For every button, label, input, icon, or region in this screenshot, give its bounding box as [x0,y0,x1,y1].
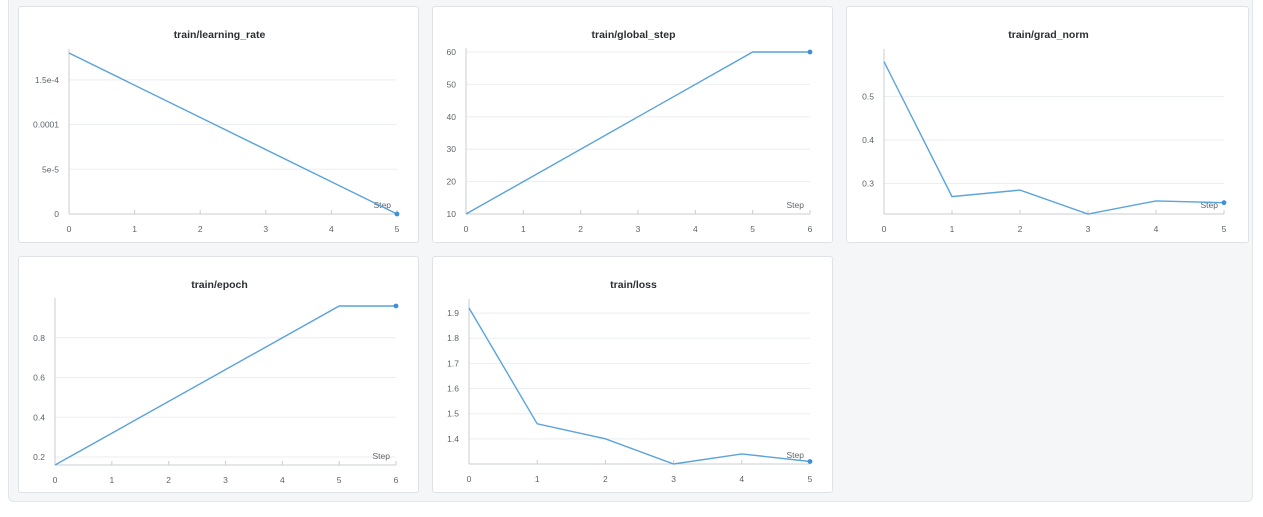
last-point-marker [807,49,813,55]
x-tick-label: 4 [329,224,334,234]
y-tick-label: 40 [447,112,457,122]
x-tick-label: 1 [950,224,955,234]
x-tick-label: 3 [671,474,676,484]
x-tick-label: 6 [808,224,813,234]
y-tick-label: 0.4 [862,135,874,145]
y-tick-label: 50 [447,79,457,89]
y-tick-label: 0.5 [862,92,874,102]
last-point-marker [1221,200,1227,206]
x-tick-label: 0 [67,224,72,234]
y-tick-label: 0.8 [33,333,45,343]
chart-title: train/learning_rate [174,29,266,41]
x-tick-label: 0 [882,224,887,234]
last-point-marker [393,303,399,309]
x-tick-label: 2 [198,224,203,234]
x-tick-label: 2 [603,474,608,484]
x-tick-label: 2 [166,475,171,485]
x-tick-label: 3 [223,475,228,485]
chart-svg: train/epoch 0.2 0.4 0.6 0.8 0 1 2 3 4 5 6 Step [33,279,399,485]
series-line [54,305,396,466]
x-tick-label: 1 [109,475,114,485]
panel-global-step[interactable]: train/global_step 10 20 30 40 50 60 0 1 2 3 4 5 6 Step [432,6,833,243]
y-tick-label: 0.3 [862,179,874,189]
x-tick-label: 5 [337,475,342,485]
x-axis-label: Step [374,200,392,210]
y-tick-label: 1.5 [447,409,459,419]
y-tick-label: 1.4 [447,434,459,444]
y-tick-label: 1.6 [447,384,459,394]
series-line [68,52,398,215]
y-tick-label: 5e-5 [42,164,59,174]
x-tick-label: 5 [1222,224,1227,234]
last-point-marker [807,459,813,464]
x-axis-label: Step [787,450,805,460]
series-line [465,51,810,215]
y-tick-label: 1.9 [447,308,459,318]
y-tick-label: 1.5e-4 [35,75,59,85]
series-line [468,307,811,465]
chart-title: train/global_step [591,29,675,41]
x-tick-label: 3 [636,224,641,234]
panel-grad-norm[interactable]: train/grad_norm 0.3 0.4 0.5 0 1 2 3 4 5 Step [846,6,1249,243]
x-tick-label: 5 [808,474,813,484]
chart-title: train/grad_norm [1008,29,1089,41]
x-axis-label: Step [373,451,391,461]
chart-svg: train/loss 1.4 1.5 1.6 1.7 1.8 1.9 0 1 2 3 4 5 Step [447,279,813,484]
y-tick-label: 1.8 [447,333,459,343]
x-axis-label: Step [1201,200,1219,210]
x-axis-label: Step [787,200,805,210]
chart-title: train/epoch [191,279,248,291]
y-tick-label: 0 [54,209,59,219]
x-tick-label: 6 [394,475,399,485]
x-tick-label: 1 [521,224,526,234]
last-point-marker [394,211,400,217]
y-tick-label: 1.7 [447,358,459,368]
x-tick-label: 2 [1018,224,1023,234]
x-tick-label: 4 [739,474,744,484]
panel-loss[interactable]: train/loss 1.4 1.5 1.6 1.7 1.8 1.9 0 1 2 3 4 5 Step [432,256,833,493]
y-tick-label: 30 [447,144,457,154]
x-tick-label: 0 [464,224,469,234]
x-tick-label: 5 [395,224,400,234]
chart-title: train/loss [610,279,657,291]
x-tick-label: 4 [1154,224,1159,234]
panel-learning-rate[interactable]: train/learning_rate 0 5e-5 0.0001 1.5e-4 0 1 2 3… [18,6,419,243]
y-tick-label: 0.2 [33,452,45,462]
y-tick-label: 0.4 [33,412,45,422]
chart-svg: train/grad_norm 0.3 0.4 0.5 0 1 2 3 4 5 Step [862,29,1227,234]
x-tick-label: 2 [578,224,583,234]
y-tick-label: 0.6 [33,373,45,383]
x-tick-label: 1 [132,224,137,234]
chart-svg: train/global_step 10 20 30 40 50 60 0 1 2 3 4 5 6 Step [447,29,813,234]
y-tick-label: 0.0001 [33,120,59,130]
y-tick-label: 10 [447,209,457,219]
series-line [883,61,1225,215]
x-tick-label: 1 [535,474,540,484]
x-tick-label: 0 [53,475,58,485]
x-tick-label: 4 [280,475,285,485]
x-tick-label: 0 [467,474,472,484]
x-tick-label: 3 [1086,224,1091,234]
y-tick-label: 60 [447,47,457,57]
y-tick-label: 20 [447,177,457,187]
panel-epoch[interactable]: train/epoch 0.2 0.4 0.6 0.8 0 1 2 3 4 5 6 Step [18,256,419,493]
x-tick-label: 3 [263,224,268,234]
chart-svg: train/learning_rate 0 5e-5 0.0001 1.5e-4 0 1 2 3… [33,29,400,234]
x-tick-label: 4 [693,224,698,234]
x-tick-label: 5 [750,224,755,234]
